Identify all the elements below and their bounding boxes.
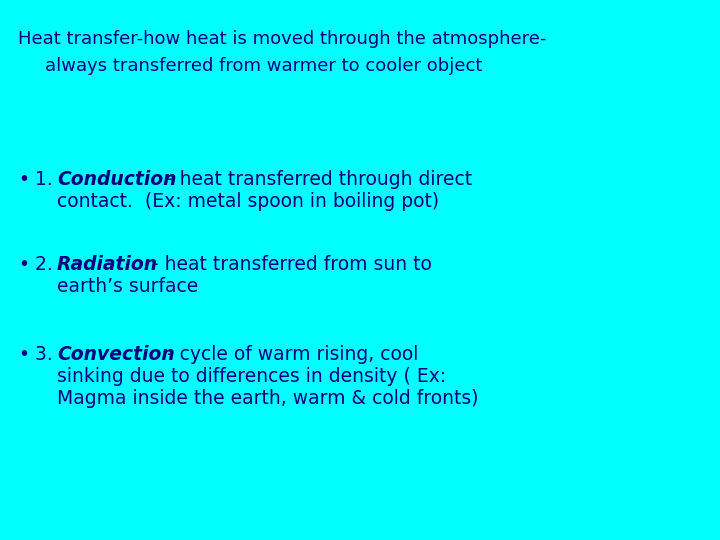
Text: contact.  (Ex: metal spoon in boiling pot): contact. (Ex: metal spoon in boiling pot… — [57, 192, 439, 211]
Text: 3.: 3. — [35, 345, 59, 364]
Text: earth’s surface: earth’s surface — [57, 277, 198, 296]
Text: always transferred from warmer to cooler object: always transferred from warmer to cooler… — [45, 57, 482, 75]
Text: - heat transferred through direct: - heat transferred through direct — [167, 170, 472, 189]
Text: 1.: 1. — [35, 170, 59, 189]
Text: •: • — [18, 345, 29, 364]
Text: •: • — [18, 170, 29, 189]
Text: sinking due to differences in density ( Ex:: sinking due to differences in density ( … — [57, 367, 446, 386]
Text: Heat transfer-how heat is moved through the atmosphere-: Heat transfer-how heat is moved through … — [18, 30, 546, 48]
Text: Radiation: Radiation — [57, 255, 158, 274]
Text: - heat transferred from sun to: - heat transferred from sun to — [152, 255, 432, 274]
Text: Conduction: Conduction — [57, 170, 176, 189]
Text: •: • — [18, 255, 29, 274]
Text: - cycle of warm rising, cool: - cycle of warm rising, cool — [167, 345, 418, 364]
Text: Convection: Convection — [57, 345, 175, 364]
Text: Magma inside the earth, warm & cold fronts): Magma inside the earth, warm & cold fron… — [57, 389, 479, 408]
Text: 2.: 2. — [35, 255, 59, 274]
